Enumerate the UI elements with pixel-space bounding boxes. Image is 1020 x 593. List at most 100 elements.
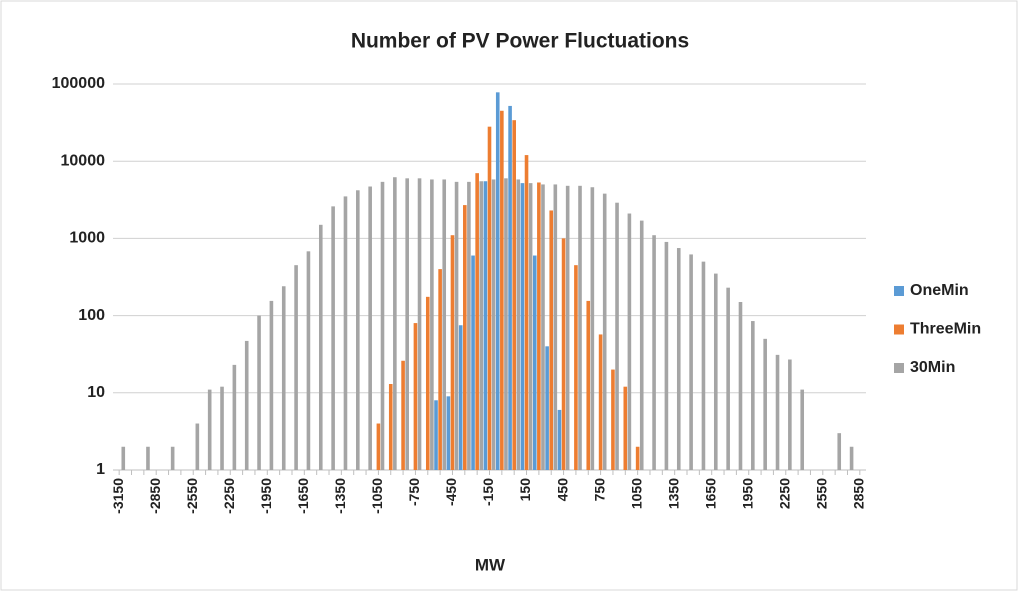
bar	[578, 185, 582, 471]
x-axis-label: MW	[475, 555, 506, 574]
bar	[207, 389, 212, 470]
x-tick-label: 1050	[628, 478, 644, 509]
x-tick-label: 450	[554, 478, 570, 502]
bar	[738, 302, 743, 470]
bar	[528, 183, 533, 470]
x-tick-label: -1050	[369, 478, 385, 514]
legend-swatch	[894, 324, 904, 335]
x-tick-label: -2850	[147, 478, 163, 514]
bar	[450, 235, 455, 470]
bar	[281, 286, 286, 470]
x-tick-label: -450	[443, 478, 459, 506]
x-tick-label: 1650	[702, 478, 718, 509]
bar	[849, 446, 854, 470]
bar	[800, 389, 805, 470]
x-tick-label: 2250	[776, 478, 792, 509]
bar	[195, 423, 200, 470]
bar	[442, 179, 447, 470]
bar	[438, 269, 442, 470]
bar	[615, 202, 619, 470]
bar	[417, 178, 422, 470]
bar	[837, 433, 842, 470]
bar	[541, 184, 545, 470]
bar	[294, 265, 298, 470]
bar	[401, 360, 405, 470]
x-tick-label: -1350	[332, 478, 348, 514]
x-tick-label: -150	[480, 478, 496, 506]
y-tick-label: 100	[78, 307, 105, 324]
bar	[393, 177, 397, 470]
bar	[220, 386, 224, 470]
y-tick-label: 100000	[52, 75, 105, 92]
bar	[524, 155, 529, 470]
x-tick-label: 1950	[739, 478, 755, 509]
bar	[676, 248, 681, 470]
bar	[368, 186, 372, 470]
bar	[491, 179, 496, 470]
bar	[520, 183, 525, 470]
bar	[487, 126, 492, 471]
bar	[611, 369, 615, 470]
x-tick-label: -1950	[258, 478, 274, 514]
bar	[306, 251, 311, 470]
bar	[454, 181, 459, 471]
y-tick-label: 1000	[69, 230, 105, 247]
chart-title: Number of PV Power Fluctuations	[351, 30, 689, 53]
bar	[257, 315, 261, 470]
y-tick-label: 10000	[61, 152, 106, 169]
x-tick-label: -2550	[184, 478, 200, 514]
bar	[318, 224, 323, 470]
bar	[467, 181, 471, 471]
bar	[413, 323, 418, 470]
bar	[532, 255, 537, 470]
bar	[713, 273, 718, 470]
bar	[471, 255, 475, 470]
bar	[516, 179, 521, 470]
bar	[565, 185, 570, 471]
legend-label: 30Min	[910, 359, 955, 376]
bar	[508, 105, 512, 470]
bar	[388, 384, 393, 470]
bar	[446, 396, 451, 470]
bar	[598, 334, 603, 470]
bar	[331, 206, 335, 470]
bar	[726, 287, 730, 470]
bar	[788, 359, 792, 470]
bar	[561, 238, 566, 470]
x-tick-label: -3150	[110, 478, 126, 514]
bar	[458, 325, 463, 470]
bar	[512, 120, 516, 470]
bar	[574, 265, 578, 470]
bar	[602, 193, 607, 471]
x-tick-label: -750	[406, 478, 422, 506]
bar	[269, 300, 274, 470]
bar	[635, 446, 640, 470]
bar	[664, 241, 669, 470]
bar	[232, 364, 237, 470]
bar	[553, 184, 558, 470]
bar	[495, 92, 500, 471]
bar	[343, 196, 348, 470]
bar	[763, 338, 767, 470]
legend-label: ThreeMin	[910, 321, 981, 338]
bar	[557, 409, 562, 470]
x-tick-label: 1350	[665, 478, 681, 509]
x-tick-label: 2850	[851, 478, 867, 509]
bar	[586, 300, 591, 470]
bar	[121, 446, 126, 470]
bar	[463, 205, 467, 470]
bar	[590, 187, 595, 470]
bar	[639, 220, 644, 470]
x-tick-label: -2250	[221, 478, 237, 514]
bar	[775, 354, 780, 470]
bar	[356, 190, 360, 470]
bar	[652, 235, 656, 470]
bar	[434, 400, 438, 470]
x-tick-label: -1650	[295, 478, 311, 514]
bar	[483, 181, 488, 470]
bar	[537, 182, 541, 470]
bar	[479, 181, 484, 470]
bar	[475, 173, 479, 470]
legend-swatch	[894, 363, 904, 373]
